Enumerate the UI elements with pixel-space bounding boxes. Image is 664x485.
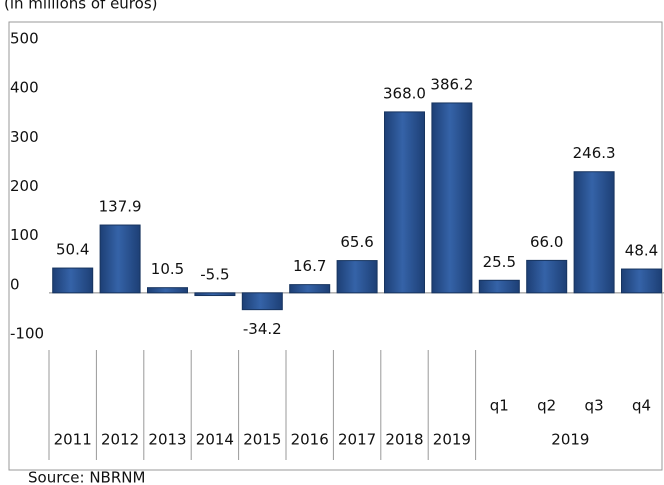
x-tick-label: 2016	[291, 431, 329, 449]
bar	[478, 279, 520, 294]
bar	[147, 287, 188, 294]
value-label: 16.7	[293, 257, 326, 275]
x-tick-label: 2012	[101, 431, 139, 449]
x-tick-label: 2017	[338, 431, 376, 449]
value-label: 65.6	[340, 233, 373, 251]
x-tick-label: q1	[490, 397, 509, 415]
x-tick-label: q2	[537, 397, 556, 415]
y-tick-label: 0	[10, 275, 20, 293]
x-tick-label: q3	[585, 397, 604, 415]
x-tick-label: 2014	[196, 431, 234, 449]
bar	[336, 260, 378, 294]
value-label: -5.5	[200, 265, 229, 283]
x-tick-label: 2015	[243, 431, 281, 449]
bar	[99, 224, 141, 294]
bar	[526, 259, 568, 294]
source: Source: NBRNM	[28, 469, 145, 485]
value-label: 10.5	[151, 260, 184, 278]
y-tick-label: 500	[10, 30, 39, 48]
bar	[431, 102, 473, 294]
bar	[573, 171, 615, 294]
y-tick-label: 300	[10, 128, 39, 146]
value-label: 48.4	[625, 242, 658, 260]
value-label: 66.0	[530, 233, 563, 251]
value-label: 368.0	[383, 84, 426, 102]
x-tick-label: 2013	[148, 431, 186, 449]
bar	[289, 284, 331, 294]
bar	[52, 267, 94, 294]
x-tick-label: 2018	[385, 431, 423, 449]
value-label: 50.4	[56, 241, 89, 259]
bar	[241, 292, 283, 311]
bar	[194, 292, 236, 297]
value-label: 246.3	[573, 144, 616, 162]
y-tick-label: 200	[10, 177, 39, 195]
x-group-label: 2019	[551, 431, 589, 449]
plot-frame	[8, 21, 663, 471]
chart-title: (in millions of euros)	[4, 0, 158, 13]
bar	[384, 111, 425, 294]
y-tick-label: 100	[10, 226, 39, 244]
x-tick-label: 2019	[433, 431, 471, 449]
y-tick-label: 400	[10, 79, 39, 97]
value-label: -34.2	[243, 320, 282, 338]
value-label: 386.2	[430, 75, 473, 93]
value-label: 25.5	[483, 253, 516, 271]
y-tick-label: -100	[10, 325, 44, 343]
bar	[621, 268, 662, 294]
value-label: 137.9	[99, 198, 142, 216]
x-tick-label: q4	[632, 397, 651, 415]
x-tick-label: 2011	[54, 431, 92, 449]
